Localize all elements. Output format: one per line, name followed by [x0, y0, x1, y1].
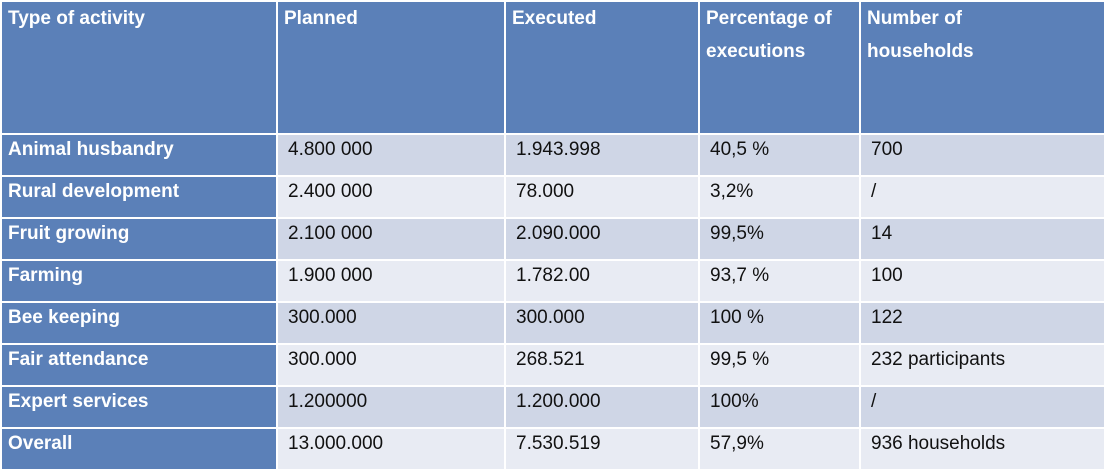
cell-planned: 1.900 000 [276, 259, 506, 303]
cell-percentage: 40,5 % [698, 133, 861, 177]
cell-planned: 2.400 000 [276, 175, 506, 219]
cell-executed: 1.200.000 [504, 385, 700, 429]
table-row: Bee keeping 300.000 300.000 100 % 122 [0, 301, 1106, 345]
cell-planned: 300.000 [276, 301, 506, 345]
table-row: Fair attendance 300.000 268.521 99,5 % 2… [0, 343, 1106, 387]
cell-households: 936 households [859, 427, 1106, 471]
cell-households: 100 [859, 259, 1106, 303]
row-label: Overall [0, 427, 278, 471]
header-row: Type of activity Planned Executed Percen… [0, 0, 1106, 135]
cell-executed: 78.000 [504, 175, 700, 219]
row-label: Farming [0, 259, 278, 303]
cell-planned: 13.000.000 [276, 427, 506, 471]
cell-planned: 2.100 000 [276, 217, 506, 261]
table-row: Expert services 1.200000 1.200.000 100% … [0, 385, 1106, 429]
cell-percentage: 93,7 % [698, 259, 861, 303]
table-row-total: Overall 13.000.000 7.530.519 57,9% 936 h… [0, 427, 1106, 471]
table-header: Type of activity Planned Executed Percen… [0, 0, 1106, 135]
table-row: Fruit growing 2.100 000 2.090.000 99,5% … [0, 217, 1106, 261]
cell-percentage: 99,5 % [698, 343, 861, 387]
cell-households: 232 participants [859, 343, 1106, 387]
row-label: Expert services [0, 385, 278, 429]
cell-households: 700 [859, 133, 1106, 177]
row-label: Fair attendance [0, 343, 278, 387]
cell-executed: 1.943.998 [504, 133, 700, 177]
table-body: Animal husbandry 4.800 000 1.943.998 40,… [0, 133, 1106, 471]
table-row: Rural development 2.400 000 78.000 3,2% … [0, 175, 1106, 219]
cell-planned: 300.000 [276, 343, 506, 387]
cell-percentage: 99,5% [698, 217, 861, 261]
cell-executed: 300.000 [504, 301, 700, 345]
cell-households: 14 [859, 217, 1106, 261]
cell-households: / [859, 385, 1106, 429]
header-percentage: Percentage of executions [698, 0, 861, 135]
table-row: Farming 1.900 000 1.782.00 93,7 % 100 [0, 259, 1106, 303]
cell-percentage: 100% [698, 385, 861, 429]
row-label: Rural development [0, 175, 278, 219]
cell-households: / [859, 175, 1106, 219]
cell-percentage: 3,2% [698, 175, 861, 219]
header-type-of-activity: Type of activity [0, 0, 278, 135]
table-row: Animal husbandry 4.800 000 1.943.998 40,… [0, 133, 1106, 177]
cell-percentage: 100 % [698, 301, 861, 345]
row-label: Fruit growing [0, 217, 278, 261]
row-label: Animal husbandry [0, 133, 278, 177]
cell-percentage: 57,9% [698, 427, 861, 471]
row-label: Bee keeping [0, 301, 278, 345]
cell-executed: 1.782.00 [504, 259, 700, 303]
header-households: Number of households [859, 0, 1106, 135]
cell-households: 122 [859, 301, 1106, 345]
header-planned: Planned [276, 0, 506, 135]
header-executed: Executed [504, 0, 700, 135]
cell-executed: 2.090.000 [504, 217, 700, 261]
cell-executed: 268.521 [504, 343, 700, 387]
cell-planned: 1.200000 [276, 385, 506, 429]
cell-planned: 4.800 000 [276, 133, 506, 177]
cell-executed: 7.530.519 [504, 427, 700, 471]
